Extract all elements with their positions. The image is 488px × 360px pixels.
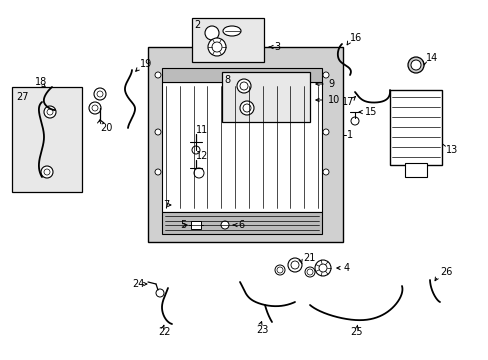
Circle shape — [155, 129, 161, 135]
Circle shape — [155, 169, 161, 175]
Circle shape — [156, 289, 163, 297]
Text: 5: 5 — [180, 220, 186, 230]
Circle shape — [237, 79, 250, 93]
Circle shape — [240, 82, 247, 90]
Text: 7: 7 — [163, 200, 169, 210]
Circle shape — [204, 26, 219, 40]
Text: 14: 14 — [425, 53, 437, 63]
Circle shape — [323, 169, 328, 175]
Text: 12: 12 — [196, 151, 208, 161]
Text: 17: 17 — [341, 97, 354, 107]
Bar — [148, 47, 342, 242]
Circle shape — [194, 168, 203, 178]
Text: 1: 1 — [346, 130, 352, 140]
Text: 3: 3 — [273, 42, 280, 52]
Circle shape — [41, 166, 53, 178]
Circle shape — [323, 129, 328, 135]
Text: 19: 19 — [140, 59, 152, 69]
Text: 8: 8 — [224, 75, 230, 85]
Circle shape — [306, 269, 312, 275]
Text: 18: 18 — [35, 77, 47, 87]
Circle shape — [287, 258, 302, 272]
Circle shape — [94, 88, 106, 100]
Circle shape — [305, 267, 314, 277]
Circle shape — [192, 146, 200, 154]
Text: 21: 21 — [303, 253, 315, 263]
Text: 2: 2 — [194, 20, 200, 30]
Text: 13: 13 — [445, 145, 457, 155]
Bar — [404, 163, 426, 177]
Bar — [162, 212, 321, 234]
Circle shape — [318, 264, 326, 272]
Circle shape — [407, 57, 423, 73]
Circle shape — [44, 169, 50, 175]
Circle shape — [155, 72, 161, 78]
Circle shape — [350, 117, 358, 125]
Circle shape — [276, 267, 283, 273]
Bar — [162, 82, 321, 212]
Text: 22: 22 — [158, 327, 170, 337]
Bar — [162, 68, 321, 82]
Circle shape — [240, 101, 253, 115]
Text: 11: 11 — [196, 125, 208, 135]
Text: 24: 24 — [132, 279, 144, 289]
Circle shape — [243, 104, 250, 112]
Circle shape — [221, 221, 228, 229]
Bar — [192, 18, 264, 62]
Circle shape — [410, 60, 420, 70]
Circle shape — [89, 102, 101, 114]
Ellipse shape — [223, 26, 241, 36]
Circle shape — [323, 72, 328, 78]
Circle shape — [274, 265, 285, 275]
Circle shape — [314, 260, 330, 276]
Bar — [191, 221, 201, 229]
Circle shape — [212, 42, 222, 52]
Text: 6: 6 — [238, 220, 244, 230]
Text: 4: 4 — [343, 263, 349, 273]
Circle shape — [97, 91, 103, 97]
Text: 25: 25 — [349, 327, 362, 337]
Circle shape — [47, 109, 53, 115]
Text: 9: 9 — [327, 79, 333, 89]
Text: 23: 23 — [256, 325, 268, 335]
Circle shape — [44, 106, 56, 118]
Text: 15: 15 — [364, 107, 377, 117]
Text: 10: 10 — [327, 95, 340, 105]
Circle shape — [207, 38, 225, 56]
Text: 16: 16 — [349, 33, 362, 43]
Bar — [222, 72, 309, 122]
Text: 27: 27 — [16, 92, 28, 102]
Circle shape — [92, 105, 98, 111]
Bar — [389, 90, 441, 165]
Text: 20: 20 — [100, 123, 112, 133]
Text: 26: 26 — [439, 267, 451, 277]
Circle shape — [290, 261, 298, 269]
Bar — [12, 87, 82, 192]
